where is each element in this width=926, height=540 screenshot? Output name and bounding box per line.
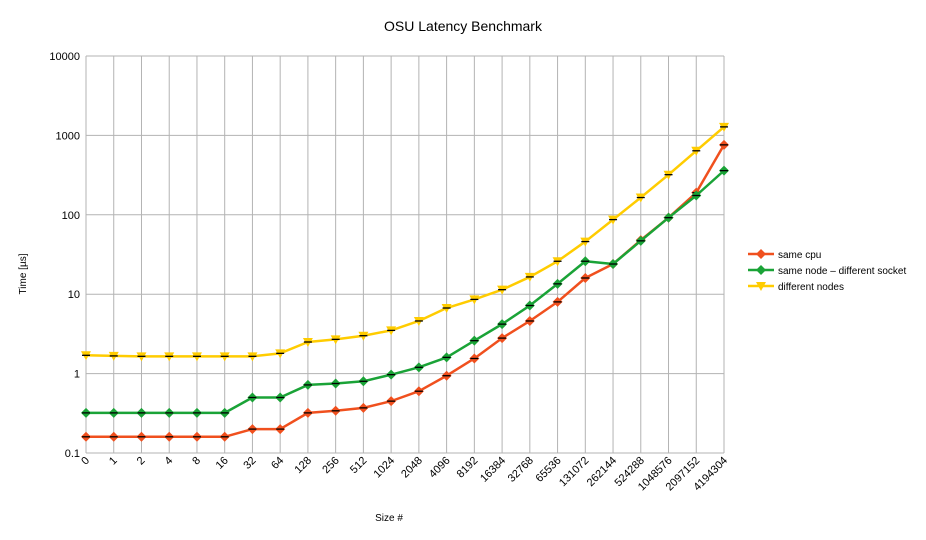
y-tick-label: 10 xyxy=(68,289,80,301)
chart-title: OSU Latency Benchmark xyxy=(384,18,543,34)
y-tick-label: 100 xyxy=(62,210,80,222)
series-line xyxy=(86,144,726,439)
x-tick-label: 2048 xyxy=(399,455,425,481)
x-tick-label: 4096 xyxy=(427,455,453,481)
x-tick-label: 128 xyxy=(293,455,314,476)
x-tick-label: 131072 xyxy=(557,455,591,489)
x-tick-label: 16384 xyxy=(478,455,508,485)
y-tick-label: 1 xyxy=(74,369,80,381)
x-tick-label: 8 xyxy=(190,455,203,468)
legend-label: different nodes xyxy=(778,282,844,293)
series-1 xyxy=(81,165,729,418)
legend-item: same cpu xyxy=(748,249,821,261)
legend-swatch-marker xyxy=(756,265,766,275)
legend-item: same node – different socket xyxy=(748,265,906,277)
x-tick-label: 4 xyxy=(163,455,176,468)
y-tick-label: 1000 xyxy=(56,130,80,142)
x-axis-title: Size # xyxy=(375,513,403,524)
y-tick-label: 0.1 xyxy=(65,448,80,460)
x-tick-label: 32 xyxy=(241,455,258,472)
x-tick-label: 2 xyxy=(135,455,148,468)
legend-label: same node – different socket xyxy=(778,266,906,277)
y-tick-labels: 0.1 1 10 100 1000 10000 xyxy=(49,51,80,460)
x-tick-label: 262144 xyxy=(585,455,619,489)
x-tick-labels: 0 1 2 4 8 16 32 64 128 256 512 1024 2048 4096 81921638… xyxy=(79,455,730,494)
x-tick-label: 0 xyxy=(79,455,92,468)
legend: same cpu same node – different socket diff… xyxy=(748,249,906,293)
legend-swatch-marker xyxy=(756,282,766,291)
x-tick-label: 16 xyxy=(214,455,231,472)
legend-label: same cpu xyxy=(778,250,821,261)
x-tick-label: 1 xyxy=(107,455,120,468)
series-group xyxy=(81,122,729,442)
x-tick-label: 256 xyxy=(320,455,341,476)
series-line xyxy=(85,125,725,358)
grid xyxy=(85,55,725,454)
x-tick-label: 64 xyxy=(269,455,286,472)
series-2 xyxy=(81,122,729,362)
y-tick-label: 10000 xyxy=(49,51,80,63)
x-tick-label: 1024 xyxy=(371,455,397,481)
x-tick-label: 512 xyxy=(348,455,369,476)
x-tick-label: 8192 xyxy=(455,455,481,481)
legend-swatch-marker xyxy=(756,249,766,259)
x-tick-label: 32768 xyxy=(506,455,536,485)
legend-item: different nodes xyxy=(748,282,844,293)
y-axis-title: Time [µs] xyxy=(18,253,29,294)
series-0 xyxy=(81,139,729,442)
